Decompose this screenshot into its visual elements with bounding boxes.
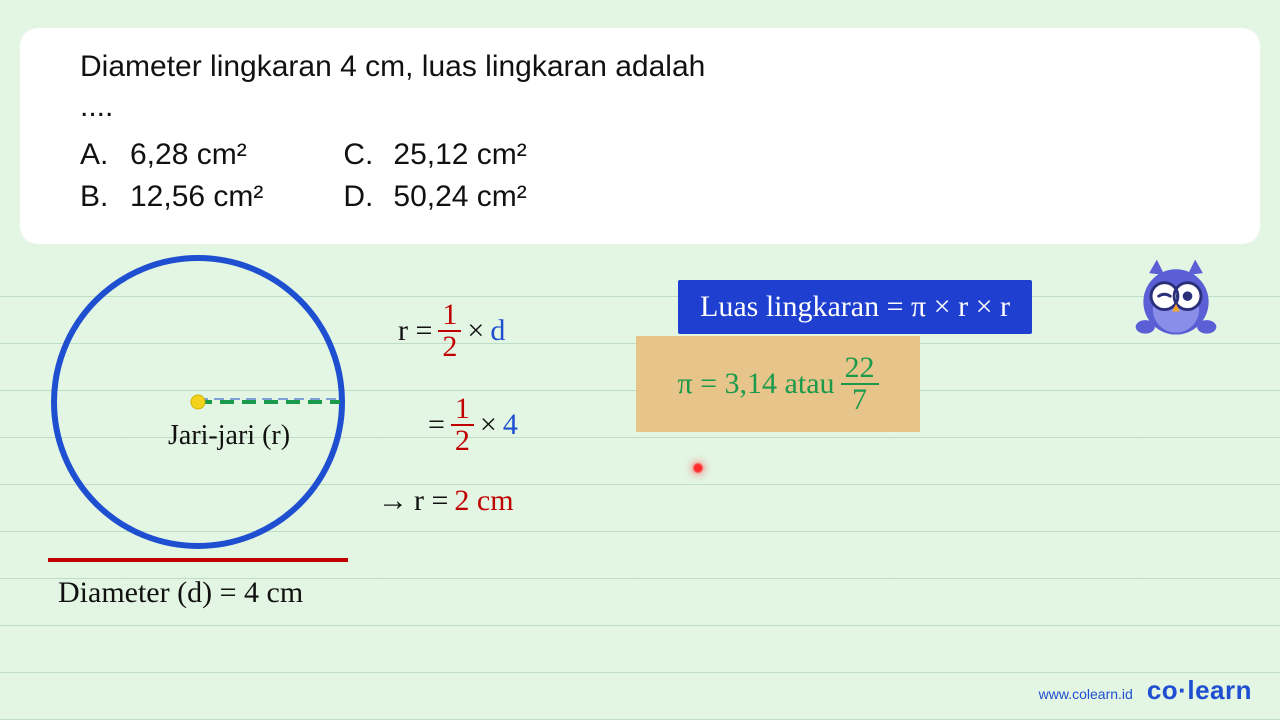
brand-dot: · xyxy=(1178,675,1187,705)
footer: www.colearn.id co·learn xyxy=(1039,675,1252,706)
question-ellipsis: .... xyxy=(80,90,1200,124)
eq2-val: 4 xyxy=(503,408,518,442)
circle-diagram: Jari-jari (r) xyxy=(48,252,348,552)
brand-right: learn xyxy=(1187,675,1252,705)
frac-den: 7 xyxy=(848,385,871,415)
option-value: 25,12 cm² xyxy=(393,134,526,176)
frac-num: 22 xyxy=(841,353,879,385)
footer-url: www.colearn.id xyxy=(1039,686,1133,702)
pi-value-box: π = 3,14 atau 22 7 xyxy=(636,336,920,432)
pi-fraction: 22 7 xyxy=(841,353,879,415)
frac-num: 1 xyxy=(451,394,474,426)
option-a: A. 6,28 cm² xyxy=(80,134,263,176)
diameter-underline xyxy=(48,558,348,562)
options-col-left: A. 6,28 cm² B. 12,56 cm² xyxy=(80,134,263,218)
option-value: 50,24 cm² xyxy=(393,176,526,218)
eq-line-1: r = 1 2 × d xyxy=(398,300,505,362)
brand-left: co xyxy=(1147,675,1178,705)
option-letter: B. xyxy=(80,176,112,218)
footer-brand: co·learn xyxy=(1147,675,1252,706)
area-formula-text: Luas lingkaran = π × r × r xyxy=(700,290,1010,323)
eq-line-2: = 1 2 × 4 xyxy=(428,394,518,456)
center-dot xyxy=(191,395,205,409)
option-b: B. 12,56 cm² xyxy=(80,176,263,218)
pi-prefix: π = 3,14 atau xyxy=(677,367,834,401)
option-c: C. 25,12 cm² xyxy=(343,134,526,176)
eq3-lhs: r = xyxy=(414,484,448,518)
option-value: 12,56 cm² xyxy=(130,176,263,218)
options-col-right: C. 25,12 cm² D. 50,24 cm² xyxy=(343,134,526,218)
eq2-times: × xyxy=(480,408,497,442)
eq2-eq: = xyxy=(428,408,445,442)
owl-mascot-icon xyxy=(1128,252,1224,348)
radius-label: Jari-jari (r) xyxy=(168,420,290,452)
eq-line-3: → r = 2 cm xyxy=(378,484,514,518)
area-formula-box: Luas lingkaran = π × r × r xyxy=(678,280,1032,334)
laser-pointer-icon xyxy=(692,462,704,474)
option-value: 6,28 cm² xyxy=(130,134,247,176)
option-letter: D. xyxy=(343,176,375,218)
frac-den: 2 xyxy=(451,426,474,456)
eq1-fraction: 1 2 xyxy=(438,300,461,362)
diameter-label: Diameter (d) = 4 cm xyxy=(58,576,303,610)
question-card: Diameter lingkaran 4 cm, luas lingkaran … xyxy=(20,28,1260,244)
question-stem: Diameter lingkaran 4 cm, luas lingkaran … xyxy=(80,50,1200,84)
eq1-lhs: r = xyxy=(398,314,432,348)
eq1-times: × xyxy=(467,314,484,348)
eq2-fraction: 1 2 xyxy=(451,394,474,456)
options-row: A. 6,28 cm² B. 12,56 cm² C. 25,12 cm² D.… xyxy=(80,134,1200,218)
option-d: D. 50,24 cm² xyxy=(343,176,526,218)
option-letter: A. xyxy=(80,134,112,176)
frac-num: 1 xyxy=(438,300,461,332)
circle-svg xyxy=(48,252,348,552)
eq3-arrow: → xyxy=(378,484,408,518)
eq1-d: d xyxy=(490,314,505,348)
frac-den: 2 xyxy=(438,332,461,362)
option-letter: C. xyxy=(343,134,375,176)
eq3-val: 2 cm xyxy=(454,484,513,518)
